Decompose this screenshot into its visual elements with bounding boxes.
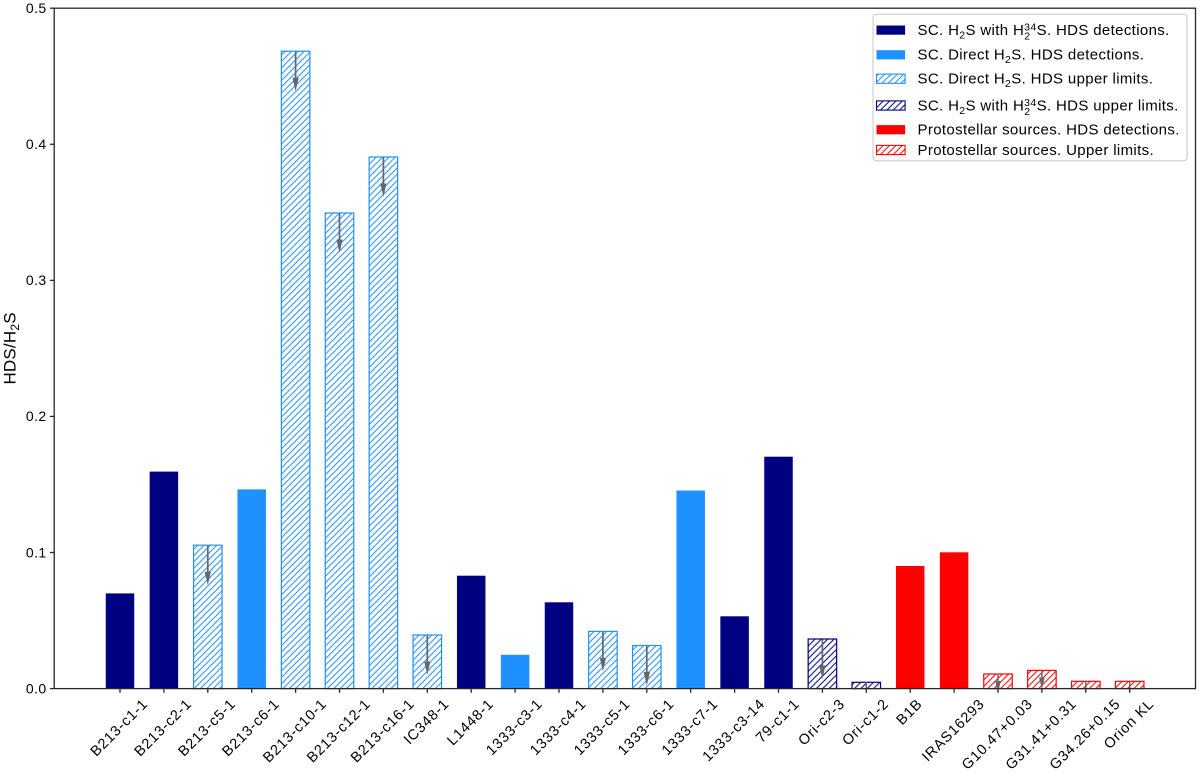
- svg-text:0.0: 0.0: [26, 680, 47, 696]
- svg-text:SC. Direct H2S. HDS detections: SC. Direct H2S. HDS detections.: [918, 47, 1145, 66]
- svg-text:0.2: 0.2: [26, 408, 47, 424]
- svg-text:0.4: 0.4: [26, 136, 47, 152]
- svg-text:0.5: 0.5: [26, 0, 47, 16]
- svg-text:HDS/H2S: HDS/H2S: [1, 312, 23, 384]
- svg-text:Protostellar sources. HDS dete: Protostellar sources. HDS detections.: [918, 122, 1180, 139]
- svg-text:SC. Direct H2S. HDS upper limi: SC. Direct H2S. HDS upper limits.: [918, 71, 1154, 90]
- svg-text:0.1: 0.1: [26, 544, 47, 560]
- svg-text:Protostellar sources. Upper li: Protostellar sources. Upper limits.: [918, 142, 1155, 159]
- svg-text:0.3: 0.3: [26, 272, 47, 288]
